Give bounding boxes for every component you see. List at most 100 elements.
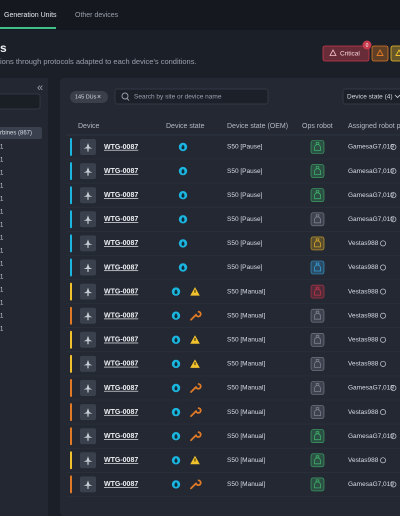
state-drop xyxy=(181,241,185,246)
device-name[interactable]: WTG-0087 xyxy=(104,240,138,247)
critical-button[interactable] xyxy=(322,45,370,62)
sidebar-item[interactable]: 1 xyxy=(0,158,4,164)
state-drop xyxy=(181,216,185,222)
turbine-icon xyxy=(83,287,93,297)
status-accent xyxy=(70,403,72,422)
device-name[interactable]: WTG-0087 xyxy=(104,337,138,344)
info-icon[interactable] xyxy=(380,288,386,295)
state-drop xyxy=(181,168,185,174)
device-name[interactable]: WTG-0087 xyxy=(104,481,138,488)
critical-count: 0 xyxy=(366,43,369,49)
info-icon[interactable] xyxy=(390,481,397,488)
state-drop xyxy=(174,409,178,415)
device-name[interactable]: WTG-0087 xyxy=(104,409,138,416)
info-icon[interactable] xyxy=(380,312,386,319)
info-icon[interactable] xyxy=(380,336,386,343)
tab-active[interactable]: Generation Units xyxy=(4,12,57,19)
info-icon[interactable] xyxy=(380,360,386,367)
state-drop xyxy=(181,144,185,150)
device-name[interactable]: WTG-0087 xyxy=(104,361,138,368)
turbine-icon xyxy=(83,359,93,369)
device-state-oem: S50 [Manual] xyxy=(227,457,265,464)
sidebar-item[interactable]: 1 xyxy=(0,223,4,229)
turbine-icon xyxy=(83,215,93,224)
sidebar-item[interactable]: 1 xyxy=(0,249,4,255)
assigned-robot: Vestas988 xyxy=(348,409,379,416)
sidebar-item[interactable]: 1 xyxy=(0,288,4,294)
assigned-robot: Vestas988 xyxy=(348,240,379,247)
device-name[interactable]: WTG-0087 xyxy=(104,216,138,223)
status-accent xyxy=(70,138,72,156)
robot-glyph xyxy=(314,383,321,392)
state-filter[interactable] xyxy=(342,88,400,105)
state-drop xyxy=(174,361,178,367)
sidebar-search[interactable] xyxy=(0,93,41,110)
state-drop xyxy=(174,457,178,463)
tab[interactable]: Other devices xyxy=(75,12,119,19)
turbine-icon xyxy=(83,432,93,441)
device-name[interactable]: WTG-0087 xyxy=(104,264,138,271)
assigned-robot: Vestas988 xyxy=(348,264,379,271)
sidebar-item[interactable]: 1 xyxy=(0,210,4,216)
device-name[interactable]: WTG-0087 xyxy=(104,433,138,440)
collapse-button[interactable]: « xyxy=(37,82,43,94)
alert-wrench xyxy=(190,407,202,417)
status-accent xyxy=(70,234,72,253)
device-state-oem: S50 [Manual] xyxy=(227,433,265,440)
turbine-icon xyxy=(83,239,93,248)
search-icon xyxy=(121,92,129,100)
info-icon[interactable] xyxy=(380,240,386,247)
sidebar-item[interactable]: 1 xyxy=(0,145,4,151)
info-icon[interactable] xyxy=(380,409,386,416)
device-name[interactable]: WTG-0087 xyxy=(104,192,138,199)
robot-glyph xyxy=(314,262,321,272)
sidebar-item[interactable]: 1 xyxy=(0,262,4,268)
assigned-robot: GamesaG7,019 xyxy=(348,385,394,392)
info-icon[interactable] xyxy=(390,168,397,175)
robot-glyph xyxy=(314,310,321,320)
device-name[interactable]: WTG-0087 xyxy=(104,313,138,320)
assigned-robot: GamesaG7,019 xyxy=(348,168,394,175)
search-box[interactable] xyxy=(114,88,269,105)
status-accent xyxy=(70,306,72,325)
sidebar-item[interactable]: 1 xyxy=(0,314,4,320)
filter-chip-label: 145 DUs xyxy=(75,94,97,100)
status-accent xyxy=(70,186,72,205)
device-name[interactable]: WTG-0087 xyxy=(104,168,138,175)
info-icon[interactable] xyxy=(380,457,386,464)
page-title: s xyxy=(0,41,7,55)
robot-glyph xyxy=(314,407,321,416)
alert-wrench xyxy=(190,431,202,442)
sidebar-item[interactable]: 1 xyxy=(0,236,4,242)
device-name[interactable]: WTG-0087 xyxy=(104,385,138,392)
sidebar-item[interactable]: 1 xyxy=(0,327,4,333)
status-accent xyxy=(70,475,72,494)
tab-underline xyxy=(0,27,56,29)
sidebar-item[interactable]: 1 xyxy=(0,301,4,307)
device-name[interactable]: WTG-0087 xyxy=(104,457,138,464)
assigned-robot: Vestas988 xyxy=(348,337,379,344)
info-icon[interactable] xyxy=(380,264,386,271)
assigned-robot: Vestas988 xyxy=(348,288,379,295)
device-state-oem: S50 [Manual] xyxy=(227,385,265,392)
info-icon[interactable] xyxy=(390,216,397,223)
filter-chip-close[interactable]: × xyxy=(97,94,101,101)
device-name[interactable]: WTG-0087 xyxy=(104,288,138,295)
sidebar-item[interactable]: 1 xyxy=(0,275,4,281)
sidebar-item[interactable]: 1 xyxy=(0,184,4,190)
alert-button[interactable] xyxy=(371,45,389,62)
filter-chip[interactable] xyxy=(70,91,108,103)
alert-button[interactable] xyxy=(390,45,400,62)
robot-glyph xyxy=(314,479,321,489)
device-name[interactable]: WTG-0087 xyxy=(104,144,138,151)
info-icon[interactable] xyxy=(390,192,397,199)
sidebar-item[interactable]: 1 xyxy=(0,197,4,203)
robot-glyph xyxy=(314,142,321,151)
info-icon[interactable] xyxy=(390,385,397,391)
sidebar-selected[interactable] xyxy=(0,127,42,139)
sidebar-item[interactable]: 1 xyxy=(0,171,4,177)
info-icon[interactable] xyxy=(390,433,397,440)
info-icon[interactable] xyxy=(390,144,397,150)
robot-glyph xyxy=(314,214,321,224)
device-state-oem: S50 [Manual] xyxy=(227,288,265,295)
